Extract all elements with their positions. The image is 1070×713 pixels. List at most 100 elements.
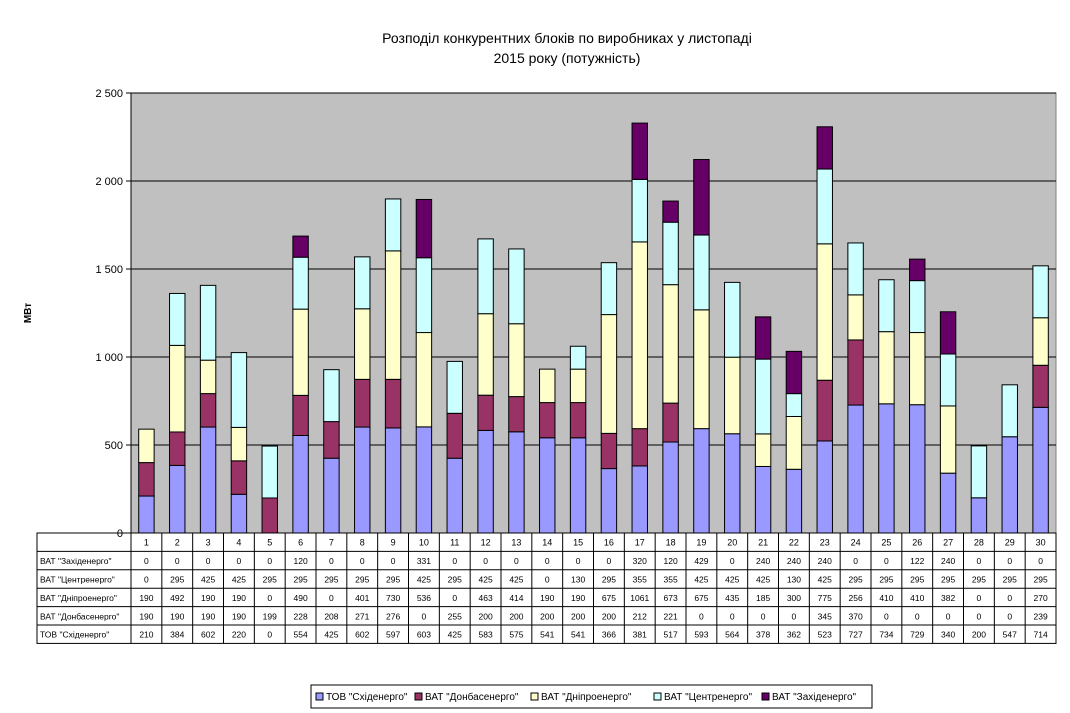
category-label: 26 — [912, 538, 922, 548]
table-row-label: ВАТ "Західенерго" — [40, 556, 111, 566]
table-row-label: ВАТ "Центренерго" — [40, 575, 115, 585]
table-cell-value: 200 — [478, 611, 492, 621]
table-cell-value: 0 — [884, 556, 889, 566]
table-cell-value: 331 — [417, 556, 431, 566]
category-label: 19 — [696, 538, 706, 548]
table-cell-value: 675 — [602, 593, 616, 603]
table-cell-value: 425 — [417, 575, 431, 585]
category-label: 6 — [298, 538, 303, 548]
table-cell-value: 541 — [571, 630, 585, 640]
bar-segment — [785, 415, 803, 470]
table-cell-value: 199 — [263, 611, 277, 621]
table-cell-value: 239 — [1033, 611, 1047, 621]
table-cell-value: 0 — [391, 556, 396, 566]
category-label: 15 — [573, 538, 583, 548]
table-cell-value: 190 — [170, 611, 184, 621]
table-cell-value: 0 — [915, 611, 920, 621]
table-cell-value: 256 — [848, 593, 862, 603]
bar-segment — [909, 280, 926, 334]
bar-segment — [662, 441, 679, 534]
table-cell-value: 200 — [602, 611, 616, 621]
table-cell-value: 295 — [324, 575, 338, 585]
table-cell-value: 276 — [386, 611, 400, 621]
table-cell-value: 295 — [355, 575, 369, 585]
bar-segment — [724, 356, 741, 435]
table-cell-value: 0 — [1007, 556, 1012, 566]
table-cell-value: 295 — [1033, 575, 1047, 585]
bar-segment — [508, 431, 525, 534]
bar-segment — [847, 404, 864, 534]
category-label: 17 — [635, 538, 645, 548]
bar-segment — [970, 445, 988, 499]
legend — [310, 684, 873, 709]
table-cell-value: 212 — [633, 611, 647, 621]
table-cell-value: 410 — [879, 593, 893, 603]
table-cell-value: 541 — [540, 630, 554, 640]
table-cell-value: 0 — [699, 611, 704, 621]
table-cell-value: 271 — [355, 611, 369, 621]
table-cell-value: 0 — [1007, 611, 1012, 621]
table-cell-value: 295 — [293, 575, 307, 585]
bar-segment — [292, 435, 309, 534]
table-cell-value: 583 — [478, 630, 492, 640]
bar-segment — [754, 433, 772, 467]
category-label: 24 — [851, 538, 861, 548]
table-cell-value: 190 — [571, 593, 585, 603]
bar-segment — [939, 353, 957, 407]
table-cell-value: 370 — [848, 611, 862, 621]
table-cell-value: 295 — [170, 575, 184, 585]
category-label: 14 — [542, 538, 552, 548]
category-label: 23 — [820, 538, 830, 548]
table-cell-value: 0 — [514, 556, 519, 566]
table-cell-value: 130 — [571, 575, 585, 585]
bar-segment — [539, 437, 556, 534]
bar-segment — [384, 378, 402, 429]
bar-segment — [970, 497, 988, 534]
table-cell-value: 0 — [144, 575, 149, 585]
table-cell-value: 734 — [879, 630, 893, 640]
table-cell-value: 0 — [329, 593, 334, 603]
y-tick-label: 2 000 — [95, 176, 123, 188]
table-cell-value: 0 — [452, 593, 457, 603]
table-cell-value: 547 — [1003, 630, 1017, 640]
table-cell-value: 425 — [756, 575, 770, 585]
table-cell-value: 0 — [267, 593, 272, 603]
bar-segment — [631, 178, 648, 243]
bar-segment — [693, 159, 710, 236]
table-cell-value: 554 — [293, 630, 307, 640]
y-tick-label: 500 — [105, 440, 123, 452]
bar-segment — [230, 493, 248, 534]
table-cell-value: 425 — [694, 575, 708, 585]
bar-segment — [477, 394, 494, 431]
bar-segment — [446, 457, 463, 534]
bar-segment — [724, 433, 741, 534]
table-cell-value: 190 — [540, 593, 554, 603]
y-tick-label: 1 500 — [95, 264, 123, 276]
bar-segment — [631, 465, 648, 534]
bar-segment — [261, 445, 278, 499]
bar-segment — [1001, 436, 1018, 534]
table-cell-value: 228 — [293, 611, 307, 621]
table-cell-value: 0 — [792, 611, 797, 621]
bar-segment — [415, 426, 433, 534]
bar-segment — [569, 437, 587, 534]
bar-segment — [169, 344, 186, 433]
table-cell-value: 564 — [725, 630, 739, 640]
bar-segment — [169, 292, 186, 346]
bar-segment — [569, 368, 587, 404]
table-cell-value: 255 — [448, 611, 462, 621]
bar-segment — [1032, 406, 1049, 534]
table-cell-value: 0 — [730, 611, 735, 621]
bar-segment — [138, 462, 155, 497]
table-cell-value: 362 — [787, 630, 801, 640]
bar-segment — [847, 339, 864, 406]
bar-segment — [230, 352, 248, 428]
table-cell-value: 300 — [787, 593, 801, 603]
table-cell-value: 381 — [633, 630, 647, 640]
table-cell-value: 410 — [910, 593, 924, 603]
bar-segment — [384, 250, 402, 380]
table-cell-value: 425 — [448, 630, 462, 640]
bar-segment — [1032, 265, 1049, 319]
table-cell-value: 190 — [232, 611, 246, 621]
